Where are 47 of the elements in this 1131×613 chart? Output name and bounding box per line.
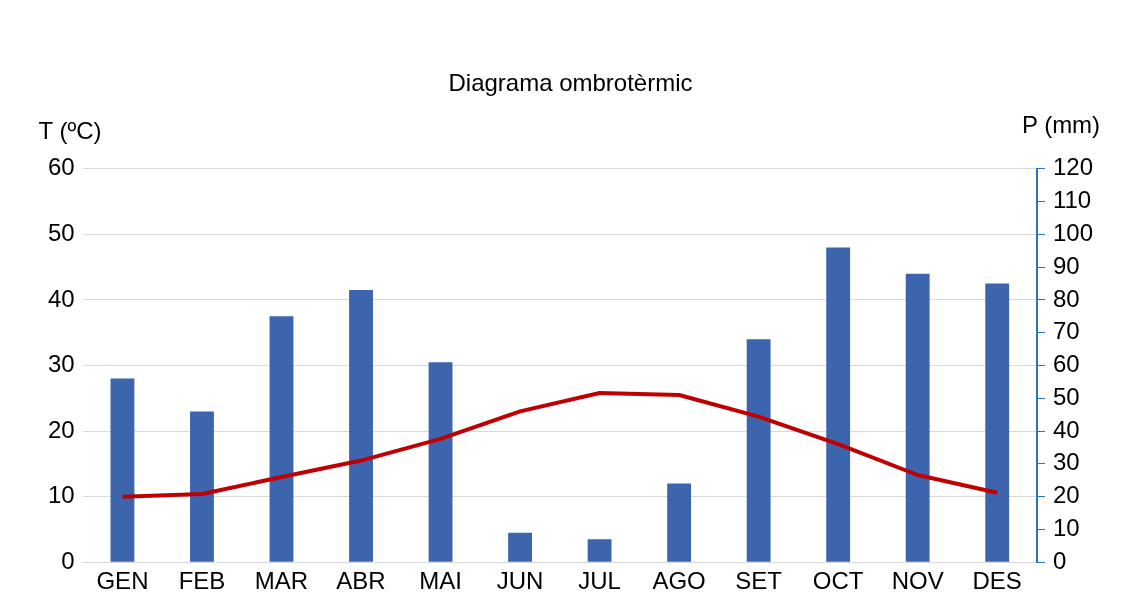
x-tick-label: JUN [496,567,544,595]
bar [985,283,1010,562]
y2-axis-title: P (mm) [1021,111,1101,139]
y2-tick-label: 110 [1052,186,1092,214]
y2-tick-label: 90 [1052,251,1080,279]
bar [269,316,294,562]
y2-tick-label: 50 [1052,382,1080,410]
x-tick-label: JUL [578,567,621,595]
bar [349,290,373,562]
y2-tick-label: 80 [1052,284,1080,312]
bar [508,532,532,562]
x-tick-label: AGO [652,567,706,595]
bar [190,411,214,562]
bar [667,483,692,562]
y-tick-label: 50 [47,218,75,246]
y-tick-label: 40 [47,284,75,312]
x-tick-label: SET [735,567,783,595]
y2-tick-label: 40 [1052,415,1080,443]
bar [110,378,135,562]
y-tick-label: 20 [47,415,75,443]
x-tick-label: MAI [419,567,462,595]
y2-tick-label: 30 [1052,448,1080,476]
bar [428,362,453,562]
y2-tick-label: 70 [1052,317,1080,345]
x-tick-label: FEB [178,567,226,595]
x-tick-label: GEN [96,567,149,595]
y-tick-label: 60 [47,153,75,181]
y2-tick-label: 60 [1052,350,1080,378]
x-tick-label: ABR [336,567,386,595]
chart-title: Diagrama ombrotèrmic [448,69,693,97]
bar [826,247,851,562]
y-tick-label: 0 [61,546,75,574]
bar [587,539,612,562]
x-tick-label: DES [972,567,1022,595]
y2-tick-label: 0 [1052,546,1067,574]
y-tick-label: 30 [47,350,75,378]
y2-tick-label: 10 [1052,514,1080,542]
y-tick-label: 10 [47,481,75,509]
y2-tick-label: 100 [1052,218,1093,246]
y2-tick-label: 120 [1052,153,1093,181]
x-tick-label: MAR [254,567,309,595]
bar [905,273,930,562]
x-tick-label: NOV [891,567,944,595]
y-axis-title: T (ºC) [38,117,102,145]
y2-tick-label: 20 [1052,481,1080,509]
bar [746,339,771,562]
x-tick-label: OCT [812,567,864,595]
